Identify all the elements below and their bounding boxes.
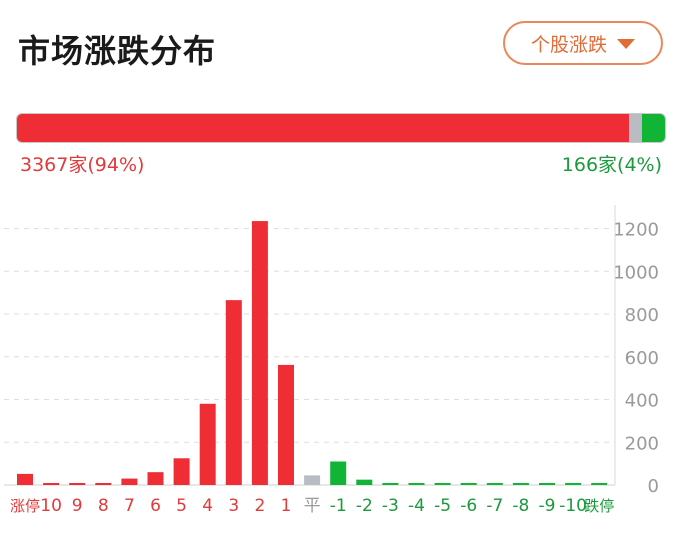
x-tick-label: 4 [202,496,213,516]
bar [147,472,164,485]
bar [69,483,86,485]
bar [512,483,529,485]
advance-segment [17,114,629,142]
x-tick-label: 6 [150,496,161,516]
x-tick-label: -1 [330,496,347,516]
y-tick-label: 1200 [613,220,659,241]
x-tick-label: 1 [281,496,292,516]
x-tick-label: 9 [72,496,83,516]
y-tick-label: 0 [648,476,659,497]
x-tick-label: -2 [356,496,373,516]
dropdown-label: 个股涨跌 [530,33,607,56]
x-tick-label: 3 [228,496,239,516]
advance-count: 3367家(94%) [20,154,145,176]
x-tick-label: -7 [486,496,503,516]
x-tick-label: 7 [124,496,135,516]
bar [460,483,477,485]
bar [17,473,33,485]
x-tick-label: -4 [408,496,425,516]
stock-change-dropdown[interactable]: 个股涨跌 [503,21,663,65]
y-tick-label: 400 [625,391,659,412]
bar [539,483,555,485]
bar [591,483,608,485]
bar [408,483,425,485]
x-tick-label: -5 [434,496,451,516]
bar [173,458,190,485]
y-tick-label: 600 [625,348,659,369]
bar [356,479,373,485]
bar [43,483,60,485]
bar [199,403,216,485]
x-tick-label: -3 [382,496,399,516]
x-tick-label: -9 [539,496,556,516]
bar [330,461,347,485]
page-title: 市场涨跌分布 [18,32,217,70]
x-tick-label: 5 [176,496,187,516]
x-tick-label: 涨停 [10,497,40,515]
x-tick-label: -8 [512,496,529,516]
unchanged-segment [628,114,643,142]
bar [278,364,294,485]
bar [95,483,112,485]
x-tick-label: 平 [304,496,321,516]
x-tick-label: 8 [98,496,109,516]
x-tick-label: 跌停 [584,497,614,515]
y-tick-label: 1000 [613,262,659,283]
bar [434,483,451,485]
bar [225,300,242,485]
bar [304,475,321,485]
bar [565,483,582,485]
bar [251,221,268,485]
x-tick-label: 10 [40,496,62,516]
chevron-down-icon [617,39,635,49]
decline-count: 166家(4%) [561,154,662,176]
y-tick-label: 800 [625,305,659,326]
bar [382,483,399,485]
y-tick-label: 200 [625,433,659,454]
bar [486,483,503,485]
x-tick-label: -10 [559,496,587,516]
decline-segment [642,114,665,142]
bar [121,478,138,485]
advance-decline-bar [16,113,666,143]
x-tick-label: -6 [460,496,477,516]
x-tick-label: 2 [254,496,265,516]
